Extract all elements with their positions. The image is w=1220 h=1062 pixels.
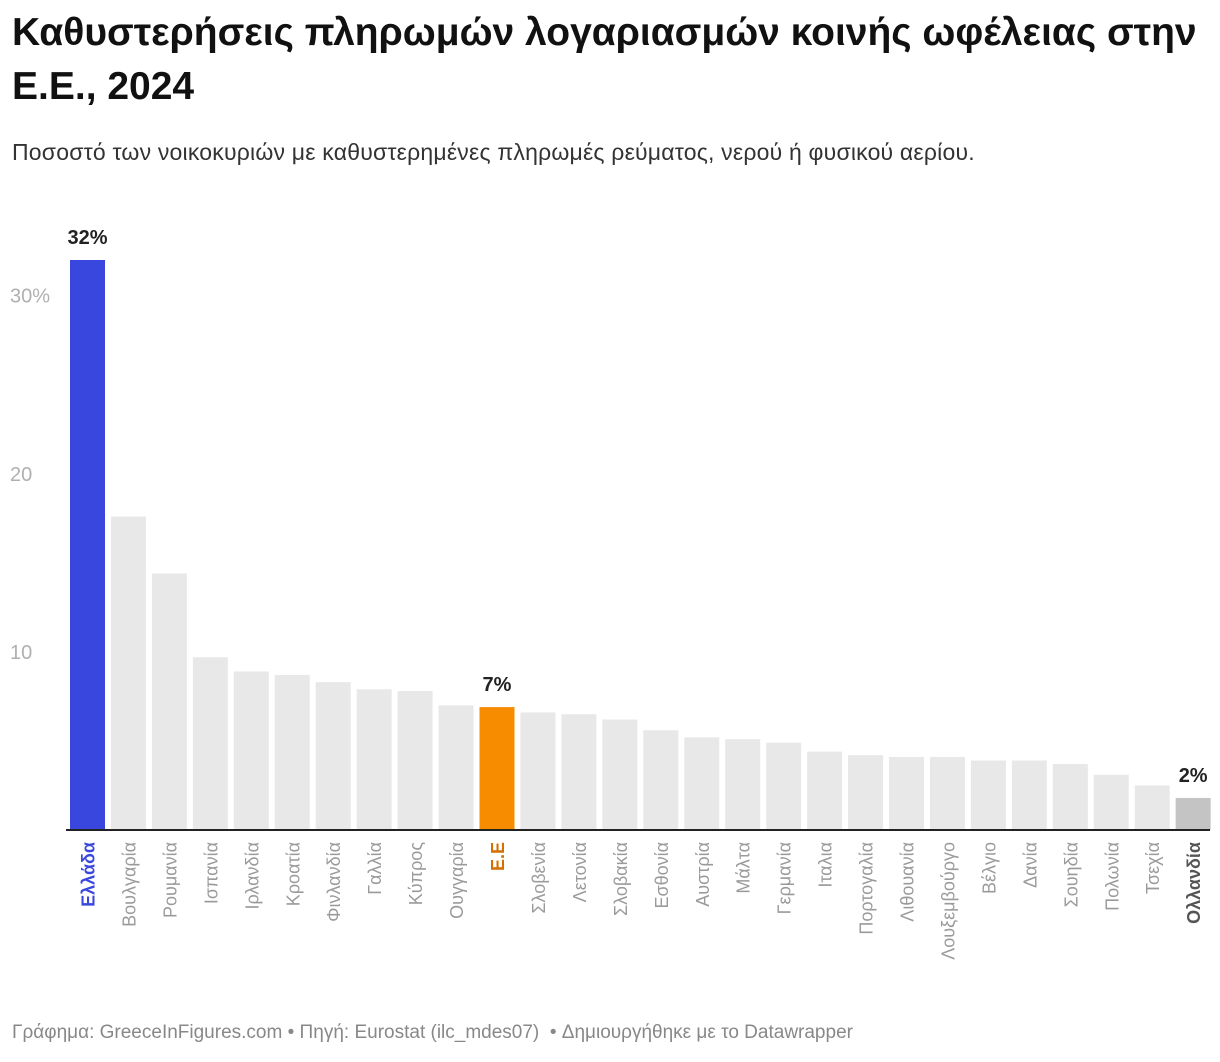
data-label: 32%	[67, 227, 107, 249]
bar	[479, 707, 515, 830]
category-label: Ιταλια	[816, 842, 836, 888]
bar	[192, 657, 228, 830]
bar	[151, 573, 187, 830]
bar	[315, 682, 351, 830]
category-label: Ισπανία	[201, 842, 221, 904]
category-label: Ολλανδία	[1184, 842, 1204, 924]
category-label: Σλοβακία	[611, 842, 631, 916]
category-label: Πολωνία	[1102, 842, 1122, 911]
bar-chart: 10 20 30% Ελλάδα 32% Βουλγαρία Ρουμανία Ισπανία…	[10, 227, 1211, 960]
chart-title: Καθυστερήσεις πληρωμών λογαριασμών κοινή…	[12, 11, 1197, 108]
bar	[1175, 797, 1211, 830]
category-label: Κροατία	[283, 842, 303, 906]
bar	[561, 714, 597, 830]
bar	[602, 719, 638, 830]
category-label: Κύπρος	[406, 842, 426, 906]
data-label: 2%	[1179, 765, 1208, 787]
bar	[1011, 760, 1047, 830]
footer-source: Πηγή: Eurostat (ilc_mdes07)	[299, 1022, 540, 1043]
bar	[70, 260, 105, 830]
category-label: Ελλάδα	[79, 842, 99, 907]
category-label: Ιρλανδία	[242, 842, 262, 909]
category-label: Αυστρία	[693, 842, 713, 907]
category-label: Πορτογαλία	[857, 842, 877, 935]
bar	[807, 751, 843, 830]
bar	[725, 739, 761, 830]
category-label: Σουηδία	[1061, 842, 1081, 907]
category-label: Εσθονία	[652, 842, 672, 909]
bar	[929, 756, 965, 830]
bar	[684, 737, 720, 830]
bar	[1093, 774, 1129, 830]
y-tick-label: 20	[10, 464, 32, 486]
category-label: Τσεχία	[1143, 842, 1163, 894]
chart-subtitle: Ποσοστό των νοικοκυριών με καθυστερημένε…	[12, 139, 975, 165]
category-label: Γαλλία	[365, 842, 385, 895]
category-label: Λιθουανία	[898, 842, 918, 922]
bar	[766, 742, 802, 830]
bar	[274, 675, 310, 830]
bar	[970, 760, 1006, 830]
category-label: Δανία	[1020, 842, 1040, 888]
chart-footer: Γράφημα: GreeceInFigures.com • Πηγή: Eur…	[12, 1022, 1202, 1044]
bar	[233, 671, 269, 830]
footer-separator: •	[282, 1022, 300, 1043]
bar	[438, 705, 474, 830]
bar	[397, 691, 433, 830]
bar	[1134, 785, 1170, 830]
bar	[848, 755, 884, 830]
bar	[356, 689, 392, 830]
y-tick-label: 10	[10, 642, 32, 664]
footer-tool: Δημιουργήθηκε με το Datawrapper	[561, 1022, 853, 1043]
footer-credit: Γράφημα: GreeceInFigures.com	[12, 1022, 283, 1043]
bar	[889, 756, 924, 830]
bar	[520, 712, 556, 830]
bar	[1052, 764, 1088, 830]
y-tick-label: 30%	[10, 286, 50, 308]
bar	[110, 516, 146, 830]
category-label: Ε.Ε	[488, 842, 508, 871]
category-label: Βουλγαρία	[119, 842, 139, 927]
category-label: Ουγγαρία	[447, 842, 467, 919]
category-label: Λουξεμβούργο	[938, 842, 958, 960]
bar	[643, 730, 679, 830]
category-label: Βέλγιο	[979, 842, 999, 894]
footer-separator: •	[544, 1022, 562, 1043]
category-label: Γερμανία	[775, 842, 795, 914]
category-label: Ρουμανία	[160, 842, 180, 918]
category-label: Λετονία	[570, 842, 590, 902]
data-label: 7%	[483, 674, 512, 696]
category-label: Φινλανδία	[324, 842, 344, 922]
category-label: Μάλτα	[734, 842, 754, 894]
category-label: Σλοβενία	[529, 842, 549, 914]
